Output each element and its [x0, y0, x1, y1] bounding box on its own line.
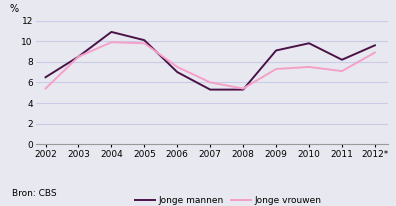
Jonge mannen [175, 71, 180, 73]
Jonge vrouwen [241, 87, 246, 90]
Jonge mannen [307, 42, 311, 44]
Legend: Jonge mannen, Jonge vrouwen: Jonge mannen, Jonge vrouwen [135, 196, 322, 205]
Jonge mannen [43, 76, 48, 78]
Jonge mannen [142, 39, 147, 41]
Jonge vrouwen [307, 66, 311, 68]
Jonge mannen [373, 44, 377, 47]
Jonge vrouwen [208, 81, 213, 84]
Line: Jonge vrouwen: Jonge vrouwen [46, 42, 375, 89]
Jonge vrouwen [43, 87, 48, 90]
Jonge vrouwen [340, 70, 345, 72]
Jonge vrouwen [373, 51, 377, 54]
Text: %: % [9, 4, 18, 14]
Jonge mannen [208, 88, 213, 91]
Jonge mannen [76, 55, 81, 58]
Jonge vrouwen [175, 66, 180, 68]
Jonge vrouwen [274, 68, 278, 70]
Jonge vrouwen [142, 42, 147, 44]
Jonge mannen [340, 59, 345, 61]
Jonge vrouwen [109, 41, 114, 43]
Jonge mannen [274, 49, 278, 52]
Line: Jonge mannen: Jonge mannen [46, 32, 375, 90]
Jonge vrouwen [76, 55, 81, 58]
Text: Bron: CBS: Bron: CBS [12, 189, 57, 198]
Jonge mannen [109, 31, 114, 33]
Jonge mannen [241, 88, 246, 91]
